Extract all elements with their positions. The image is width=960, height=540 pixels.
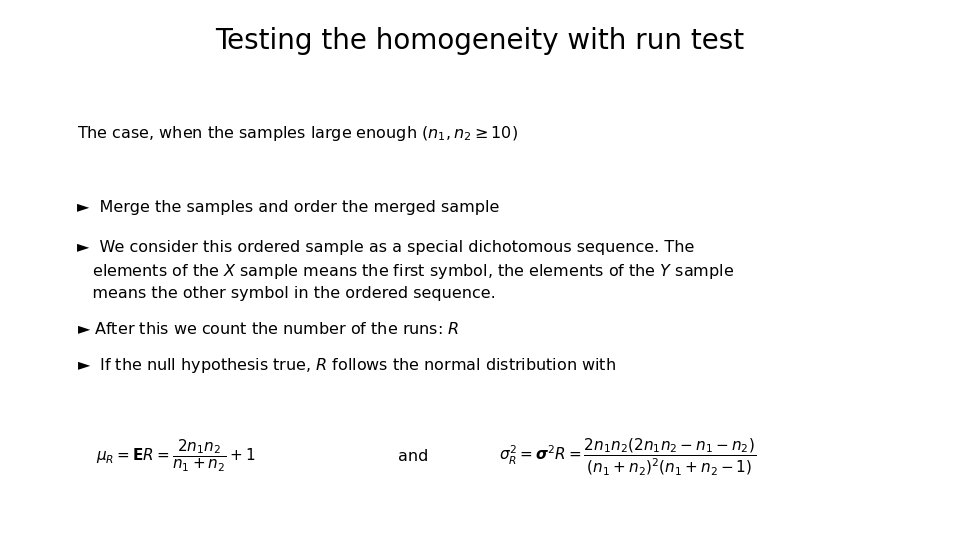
- Text: $\sigma_R^2 = \boldsymbol{\sigma}^2 R = \dfrac{2n_1 n_2(2n_1 n_2 - n_1 - n_2)}{(: $\sigma_R^2 = \boldsymbol{\sigma}^2 R = …: [499, 436, 756, 477]
- Text: Testing the homogeneity with run test: Testing the homogeneity with run test: [215, 27, 745, 55]
- Text: ►  We consider this ordered sample as a special dichotomous sequence. The
   ele: ► We consider this ordered sample as a s…: [77, 240, 733, 301]
- Text: ►  Merge the samples and order the merged sample: ► Merge the samples and order the merged…: [77, 200, 499, 215]
- Text: and: and: [397, 449, 428, 464]
- Text: ►  If the null hypothesis true, $R$ follows the normal distribution with: ► If the null hypothesis true, $R$ follo…: [77, 356, 616, 375]
- Text: $\mu_R = \mathbf{E}R = \dfrac{2n_1 n_2}{n_1 + n_2} + 1$: $\mu_R = \mathbf{E}R = \dfrac{2n_1 n_2}{…: [96, 438, 255, 474]
- Text: The case, when the samples large enough ($n_1, n_2 \geq 10$): The case, when the samples large enough …: [77, 124, 517, 143]
- Text: ► After this we count the number of the runs: $R$: ► After this we count the number of the …: [77, 321, 459, 338]
